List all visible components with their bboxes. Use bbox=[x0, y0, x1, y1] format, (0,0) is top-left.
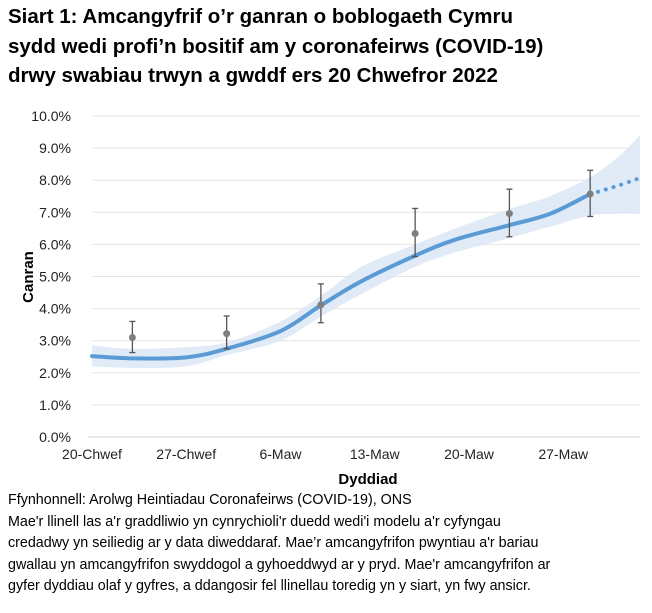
note-line: Mae'r llinell las a'r graddliwio yn cynr… bbox=[8, 513, 501, 530]
estimate-point bbox=[586, 190, 594, 198]
x-tick-label: 6-Maw bbox=[259, 446, 302, 462]
y-tick-label: 8.0% bbox=[39, 172, 71, 188]
chart: 0.0% 1.0% 2.0% 3.0% 4.0% 5.0% 6.0% 7.0% 8.0% 9.0%… bbox=[20, 108, 642, 488]
trend-line bbox=[90, 192, 593, 361]
y-tick-label: 1.0% bbox=[39, 397, 71, 413]
x-tick-label: 27-Chwef bbox=[156, 446, 216, 462]
x-tick-label: 20-Chwef bbox=[62, 446, 122, 462]
y-axis-label: Canran bbox=[20, 251, 37, 303]
estimate-point bbox=[411, 229, 419, 237]
y-tick-label: 2.0% bbox=[39, 365, 71, 381]
estimate-point bbox=[505, 210, 513, 218]
y-tick-label: 5.0% bbox=[39, 269, 71, 285]
trend-line-group bbox=[90, 175, 642, 361]
x-tick-label: 20-Maw bbox=[444, 446, 495, 462]
credible-interval-band bbox=[92, 135, 640, 369]
estimates-group bbox=[128, 169, 594, 354]
y-tick-label: 4.0% bbox=[39, 301, 71, 317]
note-line: credadwy yn seiliedig ar y data diweddar… bbox=[8, 535, 539, 551]
x-axis-ticks: 20-Chwef 27-Chwef 6-Maw 13-Maw 20-Maw 27-Maw bbox=[62, 446, 589, 462]
y-tick-label: 0.0% bbox=[39, 429, 71, 445]
estimate-point bbox=[223, 330, 231, 338]
credible-interval-area bbox=[92, 135, 640, 369]
y-tick-label: 10.0% bbox=[31, 108, 71, 124]
title-line: drwy swabiau trwyn a gwddf ers 20 Chwefr… bbox=[8, 64, 498, 87]
chart-title: Siart 1: Amcangyfrif o’r ganran o boblog… bbox=[8, 2, 648, 91]
estimate-point bbox=[317, 301, 325, 309]
y-tick-label: 9.0% bbox=[39, 140, 71, 156]
estimate-point bbox=[128, 333, 136, 341]
x-axis-label: Dyddiad bbox=[338, 471, 397, 488]
footnotes: Ffynhonnell: Arolwg Heintiadau Coronafei… bbox=[8, 490, 648, 598]
source-note: Ffynhonnell: Arolwg Heintiadau Coronafei… bbox=[8, 492, 412, 508]
y-tick-label: 6.0% bbox=[39, 236, 71, 252]
title-line: Siart 1: Amcangyfrif o’r ganran o boblog… bbox=[8, 5, 513, 28]
y-tick-label: 3.0% bbox=[39, 333, 71, 349]
trend-line-dotted bbox=[588, 175, 642, 197]
note-line: gyfer dyddiau olaf y gyfres, a ddangosir… bbox=[8, 578, 531, 594]
y-axis-ticks: 0.0% 1.0% 2.0% 3.0% 4.0% 5.0% 6.0% 7.0% 8.0% 9.0%… bbox=[31, 108, 71, 445]
x-tick-label: 13-Maw bbox=[350, 446, 401, 462]
note-line: gwallau yn amcangyfrifon swyddogol a gyh… bbox=[8, 556, 551, 573]
title-line: sydd wedi profi’n bositif am y coronafei… bbox=[8, 34, 544, 58]
y-tick-label: 7.0% bbox=[39, 204, 71, 220]
x-tick-label: 27-Maw bbox=[538, 446, 589, 462]
